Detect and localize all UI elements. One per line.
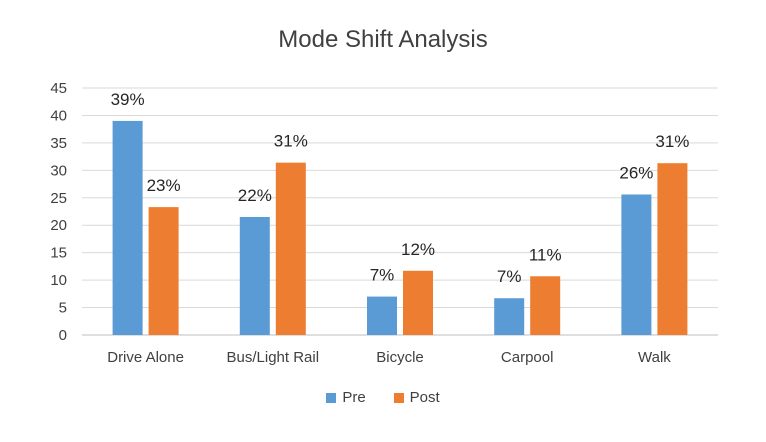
y-tick-label: 5 <box>59 300 67 317</box>
bar-pre <box>367 296 397 335</box>
y-tick-label: 0 <box>59 327 67 344</box>
bar-post <box>148 207 179 335</box>
data-label: 39% <box>111 90 145 109</box>
data-label: 31% <box>655 132 689 151</box>
y-tick-label: 45 <box>50 80 67 97</box>
y-tick-label: 15 <box>50 245 67 262</box>
bar-pre <box>112 120 143 335</box>
y-tick-label: 30 <box>50 162 67 179</box>
y-tick-label: 35 <box>50 135 67 152</box>
data-label: 26% <box>619 163 653 182</box>
x-tick-label: Bus/Light Rail <box>227 349 320 366</box>
legend-label-post: Post <box>409 389 440 406</box>
y-tick-label: 10 <box>50 272 67 289</box>
data-label: 7% <box>497 267 522 286</box>
x-tick-label: Walk <box>638 349 671 366</box>
bar-post <box>657 163 688 335</box>
bar-pre <box>621 194 652 335</box>
legend-label-pre: Pre <box>342 389 366 406</box>
data-label: 12% <box>401 240 435 259</box>
data-label: 31% <box>274 132 308 151</box>
y-tick-label: 20 <box>50 217 67 234</box>
bar-post <box>403 270 433 335</box>
data-label: 7% <box>370 266 395 285</box>
legend-item-pre: Pre <box>326 389 366 406</box>
bar-post <box>530 276 561 335</box>
data-label: 23% <box>147 176 181 195</box>
data-label: 22% <box>238 186 272 205</box>
legend-swatch-pre <box>326 392 337 403</box>
bar-pre <box>239 216 270 335</box>
legend-swatch-post <box>393 392 404 403</box>
x-tick-label: Carpool <box>501 349 554 366</box>
x-tick-label: Drive Alone <box>107 349 184 366</box>
legend: Pre Post <box>0 389 766 406</box>
legend-item-post: Post <box>393 389 440 406</box>
bar-post <box>275 162 306 335</box>
data-label: 11% <box>529 245 562 264</box>
x-tick-label: Bicycle <box>376 349 424 366</box>
y-tick-label: 40 <box>50 107 67 124</box>
bar-pre <box>494 298 525 335</box>
chart-title: Mode Shift Analysis <box>278 26 488 53</box>
y-tick-label: 25 <box>50 190 67 207</box>
